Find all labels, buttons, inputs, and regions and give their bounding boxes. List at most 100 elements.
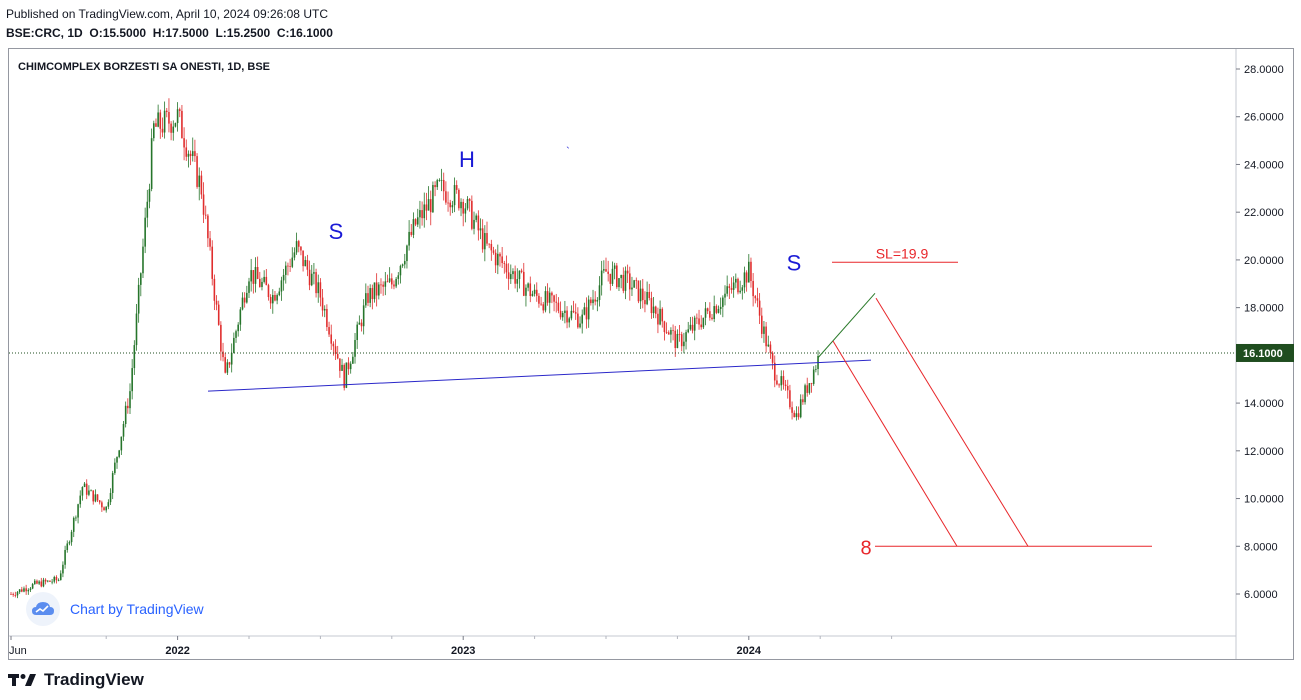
candle-body: [393, 284, 395, 287]
candle-body: [421, 210, 423, 219]
right-shoulder-label: S: [787, 250, 802, 275]
candle-body: [683, 341, 685, 347]
candle-body: [442, 179, 445, 192]
candle-body: [416, 217, 419, 225]
candle-body: [436, 180, 439, 188]
candle-body: [756, 298, 759, 301]
candle-body: [23, 588, 25, 592]
candle-body: [111, 473, 114, 493]
candle-body: [678, 333, 681, 335]
candle-body: [767, 344, 770, 347]
candle-body: [711, 317, 713, 320]
y-tick-label: 24.0000: [1244, 159, 1284, 171]
candle-body: [665, 332, 668, 333]
candle-body: [687, 329, 690, 333]
candle-body: [512, 271, 514, 275]
candle-body: [535, 289, 538, 296]
candle-body: [789, 390, 791, 408]
candle-body: [492, 250, 495, 253]
candle-body: [129, 391, 131, 409]
candle-body: [261, 281, 263, 288]
candle-body: [429, 199, 432, 213]
candle-body: [706, 308, 709, 312]
candle-body: [224, 357, 226, 373]
candle-body: [791, 407, 793, 413]
candle-body: [568, 318, 571, 323]
candle-body: [696, 317, 698, 319]
candle-body: [66, 543, 69, 551]
x-tick-label: 2022: [165, 645, 189, 657]
candle-body: [646, 291, 648, 305]
candle-body: [810, 383, 813, 384]
candle-body: [272, 294, 274, 304]
candle-body: [163, 110, 166, 133]
candle-body: [564, 310, 566, 314]
y-tick-label: 14.0000: [1244, 398, 1284, 410]
candle-body: [44, 579, 47, 582]
candle-body: [144, 217, 146, 247]
candle-body: [241, 297, 244, 310]
candle-body: [304, 260, 307, 267]
candle-body: [592, 299, 594, 304]
candle-body: [150, 138, 153, 189]
candle-body: [116, 456, 118, 463]
candle-body: [702, 317, 705, 328]
candle-body: [542, 304, 545, 311]
candle-body: [265, 276, 268, 286]
chart-title: CHIMCOMPLEX BORZESTI SA ONESTI, 1D, BSE: [18, 61, 271, 73]
last-price-label: 16.1000: [1243, 348, 1283, 360]
candle-body: [735, 278, 737, 283]
footer-brand[interactable]: TradingView: [8, 670, 144, 690]
candle-body: [730, 288, 733, 290]
candle-body: [566, 310, 568, 323]
y-tick-label: 10.0000: [1244, 494, 1284, 506]
candle-body: [64, 550, 66, 565]
candle-body: [726, 286, 728, 294]
candle-body: [561, 313, 564, 318]
candle-body: [427, 199, 430, 211]
candle-body: [302, 250, 304, 267]
candle-body: [648, 291, 651, 299]
candle-body: [105, 506, 107, 511]
candle-body: [425, 204, 428, 211]
candle-body: [548, 292, 551, 303]
candle-body: [252, 270, 255, 284]
candle-body: [378, 284, 380, 296]
candle-body: [226, 362, 229, 373]
candle-body: [202, 194, 205, 215]
candle-body: [763, 326, 765, 334]
candle-body: [551, 292, 553, 296]
candle-body: [16, 592, 19, 596]
price-axis: 28.0000 26.0000 24.0000 22.0000 20.0000 18.00…: [1235, 49, 1294, 659]
candle-body: [468, 199, 471, 201]
tradingview-logo-icon: [8, 674, 36, 686]
candle-body: [165, 110, 168, 112]
candle-body: [499, 253, 501, 257]
watermark[interactable]: Chart by TradingView: [26, 592, 204, 626]
candle-body: [328, 327, 330, 335]
candle-body: [323, 308, 326, 311]
candle-body: [14, 594, 17, 596]
candle-body: [544, 291, 547, 311]
x-tick-label: 2023: [451, 645, 475, 657]
candle-body: [793, 412, 796, 418]
y-tick-label: 18.0000: [1244, 303, 1284, 315]
candle-body: [248, 281, 250, 293]
time-axis: Jun 2022 2023 2024: [9, 635, 1236, 657]
candle-body: [194, 151, 196, 157]
candle-body: [661, 308, 664, 322]
candle-body: [142, 246, 144, 274]
candle-body: [525, 287, 527, 296]
candle-body: [349, 363, 352, 370]
candle-body: [538, 295, 540, 304]
candle-body: [233, 337, 235, 353]
candle-body: [388, 278, 391, 282]
candle-body: [397, 275, 400, 279]
candle-body: [310, 273, 313, 286]
candle-body: [120, 436, 123, 451]
candle-body: [641, 288, 644, 301]
candle-body: [49, 580, 51, 582]
candle-body: [464, 208, 467, 214]
candle-body: [579, 323, 581, 328]
